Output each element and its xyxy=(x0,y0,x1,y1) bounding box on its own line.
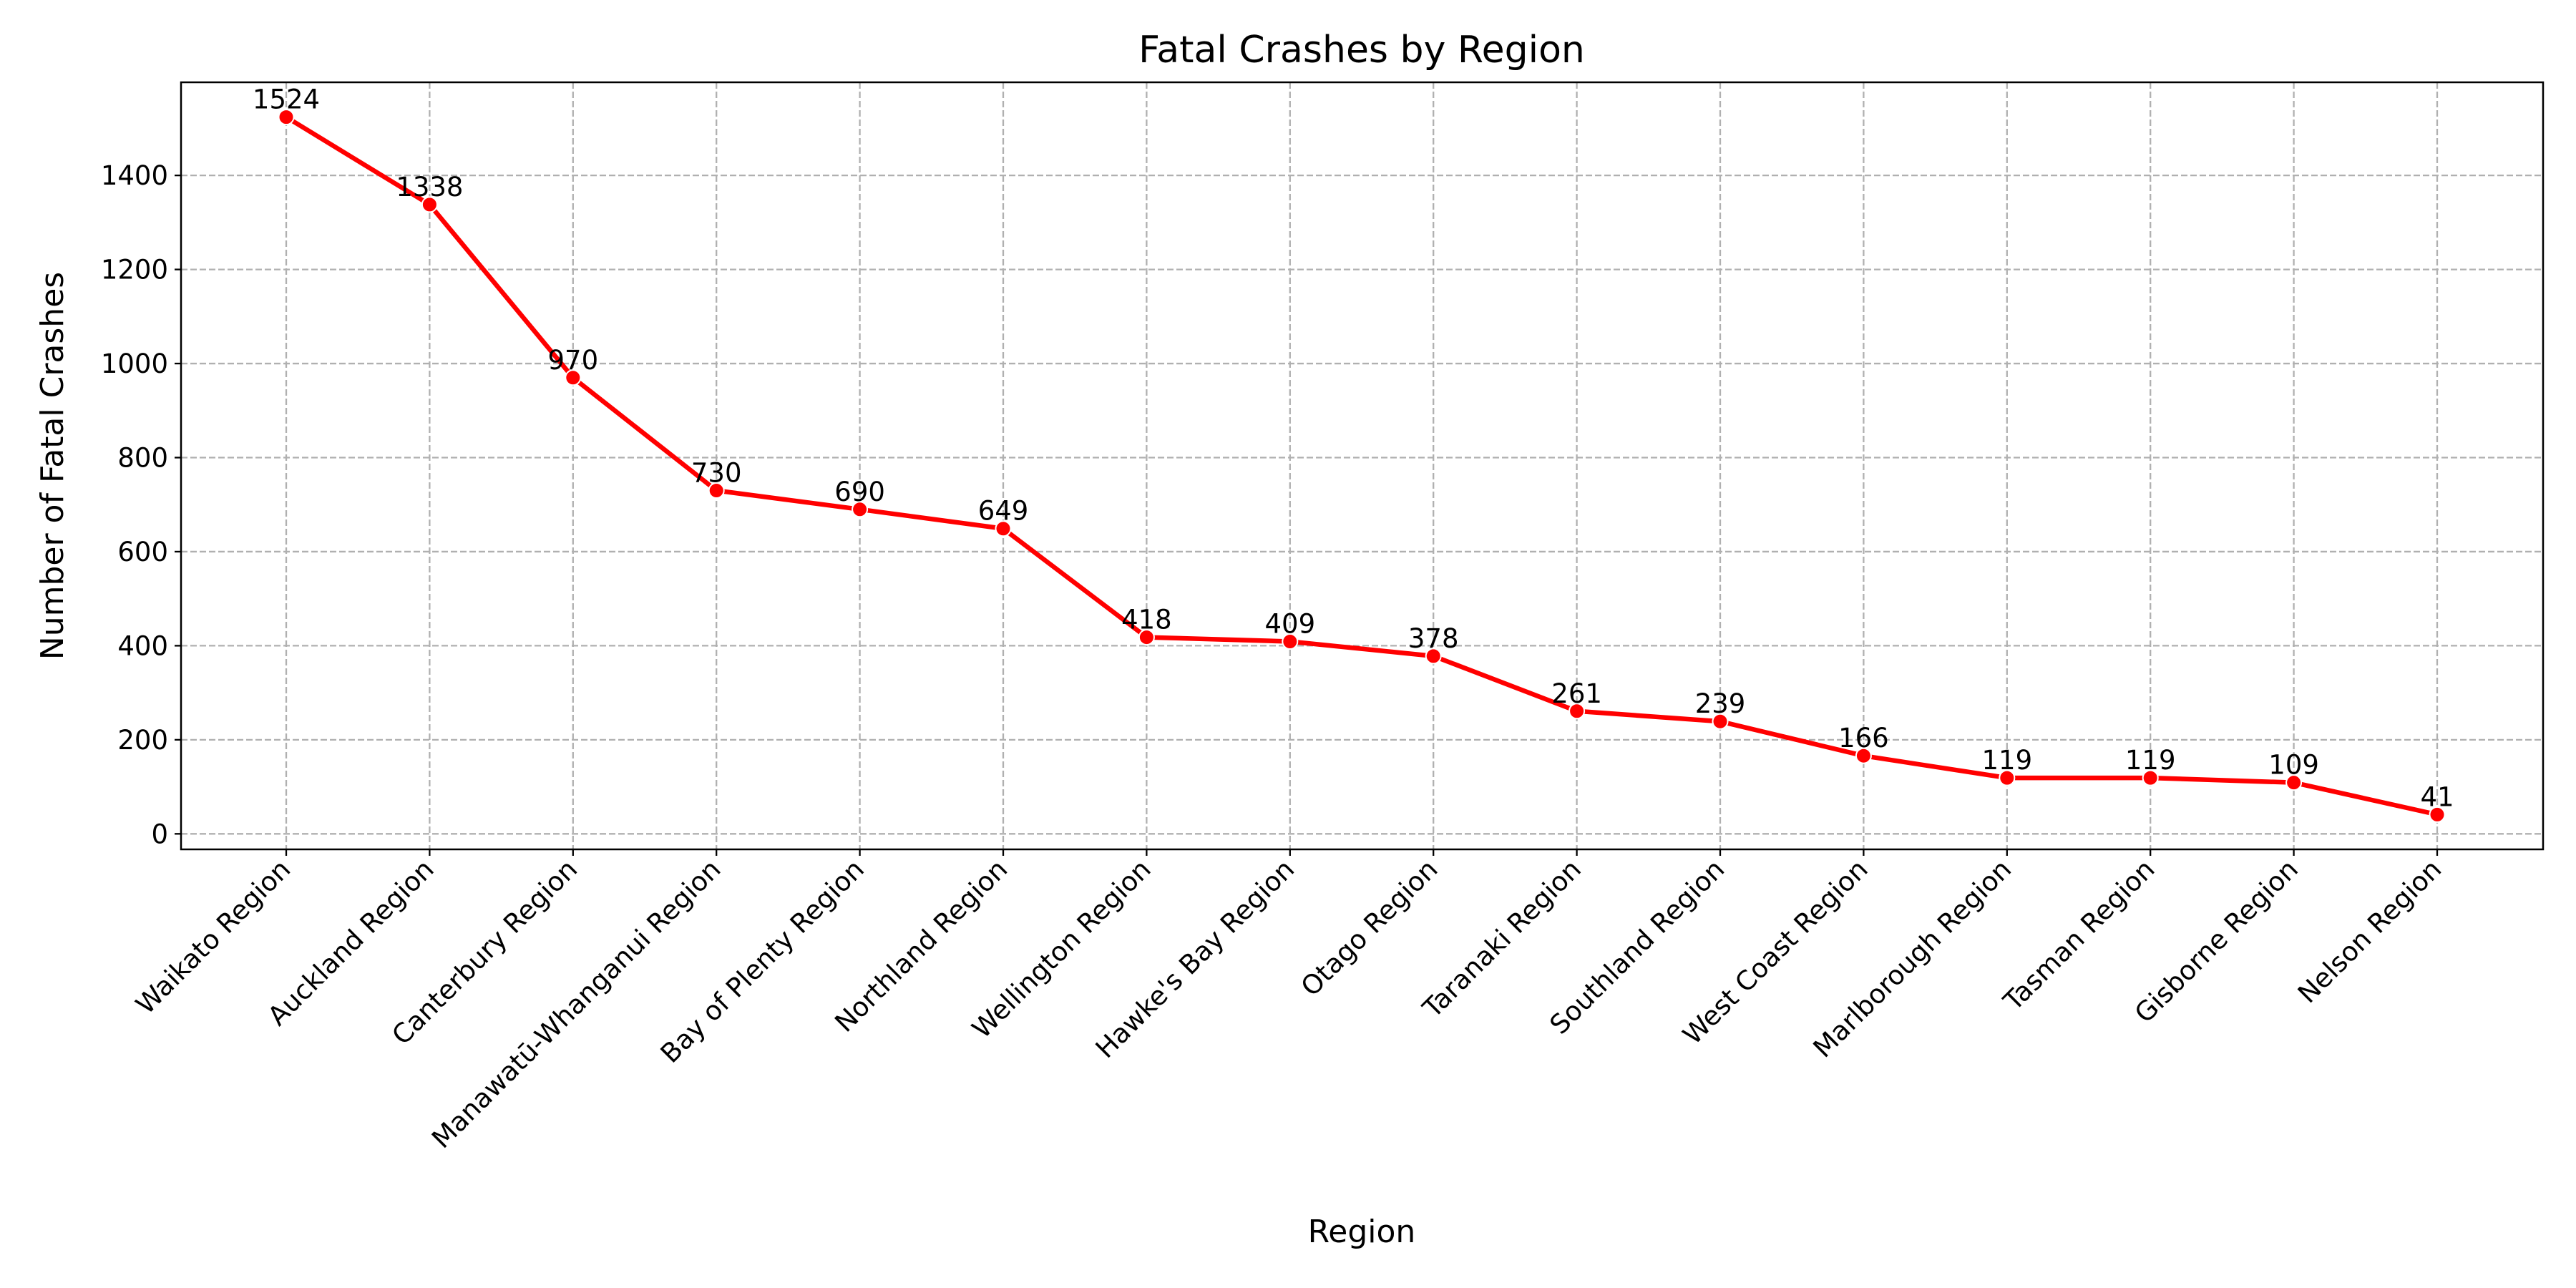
data-point xyxy=(1282,633,1299,650)
data-label: 418 xyxy=(1121,605,1172,635)
data-point xyxy=(421,196,438,213)
data-point xyxy=(2142,769,2159,786)
data-point xyxy=(995,520,1012,537)
data-label: 1338 xyxy=(396,172,463,203)
y-tick-label: 0 xyxy=(151,819,168,849)
y-tick-label: 1200 xyxy=(101,255,168,286)
x-axis-label: Region xyxy=(1308,1214,1416,1250)
x-tick-label: Tasman Region xyxy=(1997,854,2160,1017)
y-axis: 0 200 400 600 800 1000 1200 1400 xyxy=(101,160,181,849)
y-tick-label: 1400 xyxy=(101,160,168,191)
data-label: 41 xyxy=(2420,781,2454,812)
grid xyxy=(181,82,2543,849)
y-tick-label: 400 xyxy=(117,630,168,661)
data-label: 378 xyxy=(1408,623,1459,654)
data-label: 239 xyxy=(1695,688,1746,719)
data-label: 409 xyxy=(1264,608,1315,639)
data-point xyxy=(278,109,295,126)
y-tick-label: 600 xyxy=(117,537,168,567)
series-line xyxy=(285,114,2438,817)
plot-frame xyxy=(180,81,2545,851)
data-point xyxy=(852,501,869,518)
data-label: 730 xyxy=(691,458,742,489)
x-tick-label: Otago Region xyxy=(1295,854,1444,1002)
data-label: 119 xyxy=(1981,745,2032,776)
data-point xyxy=(1568,703,1586,720)
data-point xyxy=(2429,806,2446,823)
data-label: 970 xyxy=(547,345,598,376)
x-tick-label: Waikato Region xyxy=(130,854,297,1020)
data-label: 1524 xyxy=(253,84,320,115)
chart-title: Fatal Crashes by Region xyxy=(1138,29,1585,72)
x-tick-label: Manawatū-Whanganui Region xyxy=(426,854,726,1154)
data-point xyxy=(708,482,725,499)
data-point xyxy=(1999,769,2016,786)
y-tick-label: 1000 xyxy=(101,348,168,379)
series-line-group: 1524 1338 970 730 690 649 418 409 378 261 239 166 11… xyxy=(253,84,2454,823)
data-label: 261 xyxy=(1551,678,1602,709)
y-tick-label: 800 xyxy=(117,442,168,473)
data-point xyxy=(1425,648,1442,665)
data-point xyxy=(1138,629,1155,646)
data-label: 649 xyxy=(978,496,1029,527)
y-axis-label: Number of Fatal Crashes xyxy=(34,272,71,660)
data-point xyxy=(1855,747,1872,764)
data-label: 690 xyxy=(834,477,885,507)
data-point xyxy=(1712,713,1729,730)
data-point xyxy=(2285,774,2303,791)
x-tick-label: Nelson Region xyxy=(2292,854,2447,1009)
x-tick-label: Taranaki Region xyxy=(1416,854,1587,1025)
data-label: 109 xyxy=(2268,750,2319,781)
data-label: 166 xyxy=(1838,723,1889,753)
data-point xyxy=(565,369,582,386)
y-tick-label: 200 xyxy=(117,725,168,756)
data-label: 119 xyxy=(2125,745,2176,776)
